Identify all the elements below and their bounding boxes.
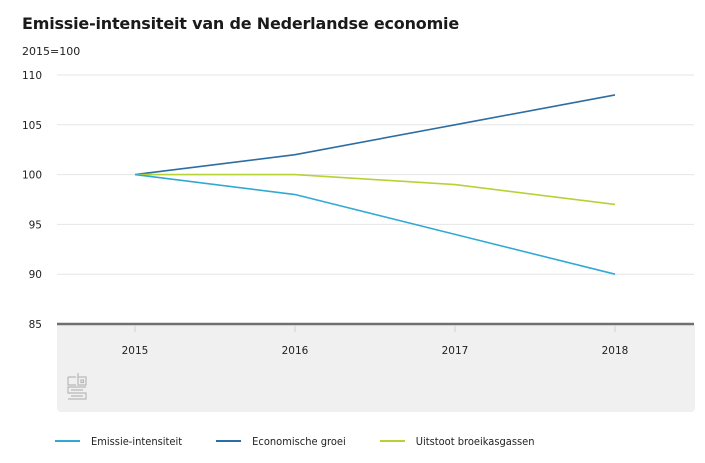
y-tick-label: 90 [29, 269, 42, 281]
y-tick-label: 105 [22, 120, 42, 132]
gridlines [57, 74, 694, 326]
chart-title: Emissie-intensiteit van de Nederlandse e… [22, 14, 459, 33]
legend-swatch [216, 440, 242, 442]
x-tick-label: 2018 [602, 345, 629, 357]
series-line-uitstoot-broeikasgassen[interactable] [135, 173, 616, 206]
legend-item-uitstoot-broeikasgassen[interactable]: Uitstoot broeikasgassen [379, 434, 535, 448]
y-tick-label: 110 [22, 70, 42, 82]
legend-label: Economische groei [252, 434, 346, 448]
y-tick-label: 95 [29, 219, 42, 231]
cbs-logo-icon [67, 373, 87, 400]
x-tick-label: 2015 [122, 345, 149, 357]
legend-label: Emissie-intensiteit [91, 434, 183, 448]
legend-swatch [55, 440, 80, 442]
y-tick-label: 85 [29, 319, 42, 331]
y-axis-ticks: 85 90 95 100 105 110 [22, 70, 42, 331]
chart-subtitle: 2015=100 [22, 45, 81, 58]
legend: Emissie-intensiteit Economische groei Ui… [55, 433, 569, 449]
x-tick-label: 2017 [442, 345, 469, 357]
x-axis-band [57, 324, 695, 412]
x-tick-label: 2016 [282, 345, 309, 357]
legend-swatch [379, 440, 405, 442]
legend-label: Uitstoot broeikasgassen [415, 434, 535, 448]
series-line-economische-groei[interactable] [134, 94, 616, 176]
legend-item-emissie-intensiteit[interactable]: Emissie-intensiteit [55, 435, 182, 448]
x-axis-ticks: 2015 2016 2017 2018 [122, 325, 629, 357]
series-line-emissie-intensiteit[interactable] [134, 173, 616, 275]
legend-item-economische-groei[interactable]: Economische groei [216, 435, 346, 448]
series-lines [134, 94, 616, 275]
y-tick-label: 100 [22, 170, 42, 182]
